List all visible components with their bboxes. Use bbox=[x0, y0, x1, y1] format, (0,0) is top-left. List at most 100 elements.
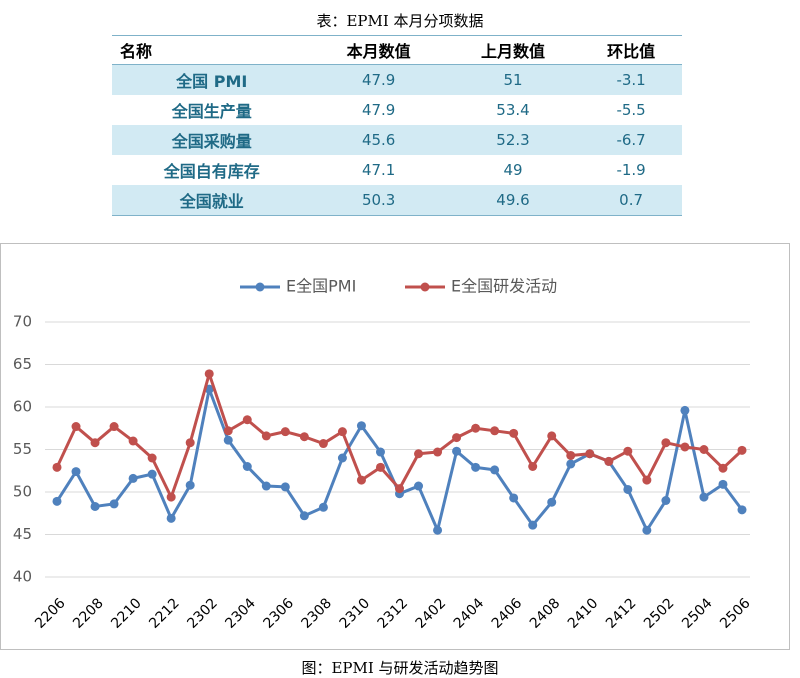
table-cell: 全国 PMI bbox=[112, 64, 312, 95]
data-point bbox=[356, 475, 366, 485]
data-point bbox=[395, 484, 404, 494]
legend-marker bbox=[420, 282, 430, 292]
table-cell: -5.5 bbox=[616, 101, 646, 119]
data-point bbox=[566, 450, 576, 460]
data-point bbox=[718, 463, 728, 473]
data-point bbox=[299, 511, 309, 521]
y-tick-label: 45 bbox=[13, 525, 32, 543]
data-point bbox=[52, 462, 62, 472]
data-point bbox=[261, 481, 271, 491]
data-point bbox=[604, 456, 614, 466]
table-cell: 47.9 bbox=[311, 64, 446, 95]
data-point bbox=[528, 462, 538, 471]
table-row: 全国生产量 47.9 53.4 -5.5 bbox=[112, 95, 682, 125]
data-table: 名称 本月数值 上月数值 环比值 全国 PMI 47.9 51 -3.1 全国生产量 47.9 5… bbox=[112, 35, 682, 216]
data-point bbox=[337, 453, 347, 463]
data-point bbox=[166, 513, 176, 523]
data-point bbox=[490, 465, 500, 475]
data-point bbox=[566, 459, 576, 469]
table-cell: 全国就业 bbox=[112, 185, 312, 216]
table-cell: 50.3 bbox=[311, 185, 446, 216]
data-point bbox=[547, 497, 557, 507]
data-point bbox=[147, 469, 157, 479]
data-point bbox=[623, 446, 633, 456]
data-point bbox=[147, 453, 157, 463]
y-tick-label: 65 bbox=[13, 355, 32, 373]
legend-label: E全国PMI bbox=[286, 277, 356, 296]
data-point bbox=[433, 525, 443, 535]
data-point bbox=[261, 431, 271, 441]
data-point bbox=[185, 438, 195, 448]
data-point bbox=[737, 505, 747, 515]
y-tick-label: 40 bbox=[13, 568, 32, 586]
data-point bbox=[299, 432, 309, 442]
table-cell: 47.9 bbox=[361, 101, 396, 119]
table-cell: 52.3 bbox=[445, 125, 581, 155]
data-point bbox=[185, 480, 195, 490]
data-point bbox=[680, 442, 690, 452]
table-cell: 51 bbox=[445, 64, 581, 95]
data-point bbox=[490, 426, 500, 436]
data-point bbox=[528, 520, 538, 530]
data-point bbox=[109, 422, 119, 432]
data-point bbox=[414, 481, 424, 491]
data-point bbox=[71, 467, 81, 477]
y-tick-label: 55 bbox=[13, 440, 32, 458]
data-point bbox=[433, 447, 443, 457]
data-point bbox=[452, 433, 462, 443]
y-tick-label: 50 bbox=[13, 483, 32, 501]
chart-caption: 图：EPMI 与研发活动趋势图 bbox=[301, 659, 499, 677]
data-point bbox=[128, 473, 138, 483]
table-row: 全国 PMI 47.9 51 -3.1 bbox=[112, 64, 682, 95]
data-point bbox=[661, 496, 671, 505]
table-caption: 表：EPMI 本月分项数据 bbox=[316, 12, 484, 30]
data-point bbox=[280, 427, 290, 437]
table-cell: 全国采购量 bbox=[112, 125, 312, 155]
table-row: 全国采购量 45.6 52.3 -6.7 bbox=[112, 125, 682, 155]
table-cell: -6.7 bbox=[580, 125, 682, 155]
data-point bbox=[623, 484, 633, 494]
data-point bbox=[223, 435, 233, 445]
data-point bbox=[471, 423, 481, 433]
data-point bbox=[318, 439, 328, 449]
table-cell: -1.9 bbox=[616, 161, 646, 179]
data-point bbox=[471, 462, 481, 472]
table-cell: -3.1 bbox=[580, 64, 682, 95]
data-point bbox=[699, 492, 709, 502]
table-cell: 47.1 bbox=[361, 161, 396, 179]
data-point bbox=[109, 499, 119, 509]
table-row: 全国自有库存 47.1 49 -1.9 bbox=[112, 155, 682, 185]
data-point bbox=[452, 446, 462, 456]
data-point bbox=[242, 415, 252, 425]
table-cell: 53.4 bbox=[496, 101, 530, 119]
data-point bbox=[699, 445, 709, 454]
data-point bbox=[509, 493, 519, 503]
table-header: 环比值 bbox=[580, 35, 682, 65]
data-point bbox=[90, 438, 100, 448]
data-point bbox=[642, 525, 652, 535]
legend-label: E全国研发活动 bbox=[451, 277, 557, 296]
table-header: 本月数值 bbox=[311, 35, 446, 65]
chart-border bbox=[0, 243, 790, 650]
data-point bbox=[166, 492, 176, 502]
data-point bbox=[642, 475, 652, 485]
data-point bbox=[337, 427, 347, 437]
table-cell: 45.6 bbox=[311, 125, 446, 155]
data-point bbox=[718, 479, 728, 489]
data-point bbox=[414, 449, 424, 459]
data-point bbox=[680, 405, 690, 415]
data-point bbox=[90, 501, 100, 511]
table-header: 上月数值 bbox=[445, 35, 581, 65]
data-point bbox=[318, 502, 328, 512]
data-point bbox=[509, 428, 519, 438]
data-point bbox=[71, 422, 81, 432]
table-cell: 49 bbox=[503, 161, 523, 179]
data-point bbox=[585, 449, 595, 459]
legend-marker bbox=[255, 282, 265, 292]
data-point bbox=[223, 426, 233, 436]
table-cell: 49.6 bbox=[445, 185, 581, 216]
y-tick-label: 60 bbox=[13, 398, 32, 416]
y-tick-label: 70 bbox=[13, 313, 32, 331]
